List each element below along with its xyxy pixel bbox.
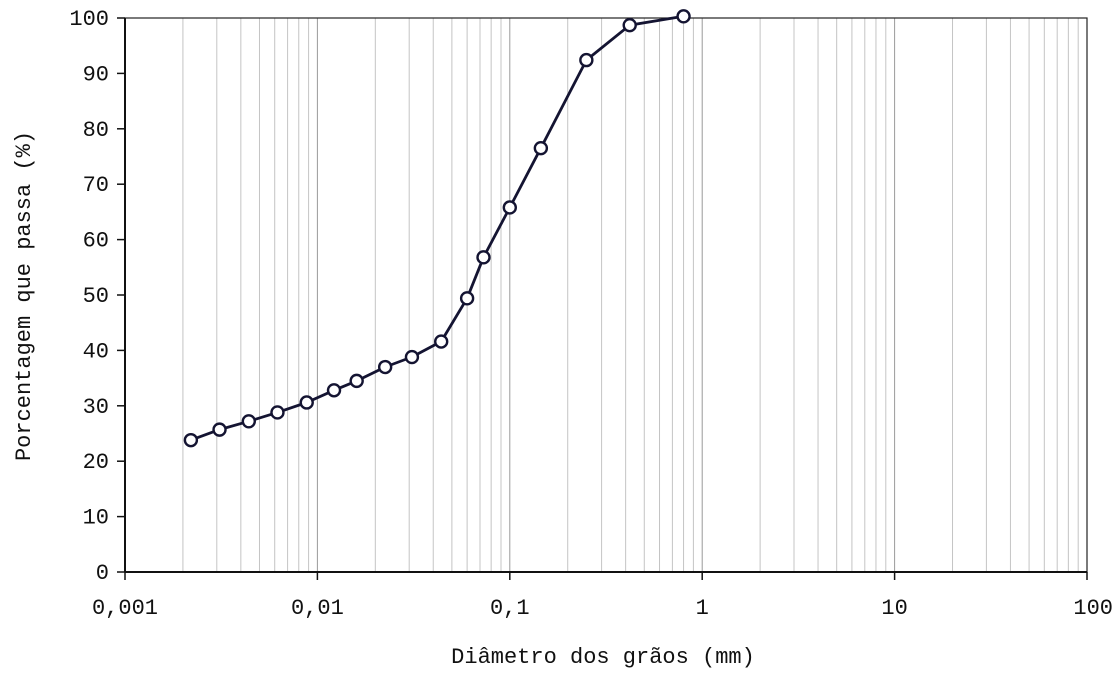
axes xyxy=(124,18,1087,573)
grid-lines xyxy=(182,18,1079,572)
data-point xyxy=(502,200,517,215)
y-tick-label: 100 xyxy=(69,7,109,32)
data-point xyxy=(434,334,449,349)
data-point xyxy=(476,250,491,265)
y-tick-label: 0 xyxy=(96,561,109,586)
data-point xyxy=(299,395,314,410)
x-axis-title: Diâmetro dos grãos (mm) xyxy=(451,645,755,670)
data-point xyxy=(183,432,199,448)
x-tick-label: 0,1 xyxy=(490,596,530,621)
ticks: 0 10 20 30 40 50 60 70 80 90 100 0,001 0,01 0,1 1 10 100 xyxy=(69,7,1113,621)
data-point xyxy=(212,422,227,437)
x-tick-label: 1 xyxy=(696,596,709,621)
x-tick-label: 0,01 xyxy=(291,596,344,621)
y-tick-label: 80 xyxy=(83,118,109,143)
y-tick-label: 60 xyxy=(83,229,109,254)
data-point xyxy=(326,383,342,398)
data-point xyxy=(579,52,594,68)
data-point xyxy=(270,405,285,420)
y-tick-label: 90 xyxy=(83,62,109,87)
data-point xyxy=(676,9,691,24)
data-point xyxy=(241,414,257,429)
series xyxy=(183,9,691,448)
data-point xyxy=(349,373,364,389)
data-point xyxy=(533,140,549,156)
y-tick-label: 20 xyxy=(83,450,109,475)
plot-frame xyxy=(124,17,1088,573)
data-point xyxy=(622,18,637,33)
x-tick-label: 10 xyxy=(881,596,907,621)
data-point xyxy=(377,359,393,375)
y-tick-label: 10 xyxy=(83,506,109,531)
y-tick-label: 50 xyxy=(83,284,109,309)
y-tick-label: 30 xyxy=(83,395,109,420)
x-tick-label: 100 xyxy=(1073,596,1113,621)
series-line xyxy=(190,14,684,442)
x-tick-label: 0,001 xyxy=(92,596,158,621)
y-tick-label: 40 xyxy=(83,339,109,364)
y-tick-label: 70 xyxy=(83,173,109,198)
y-axis-title: Porcentagem que passa (%) xyxy=(12,131,37,461)
data-point xyxy=(404,349,420,365)
data-point xyxy=(459,291,475,306)
